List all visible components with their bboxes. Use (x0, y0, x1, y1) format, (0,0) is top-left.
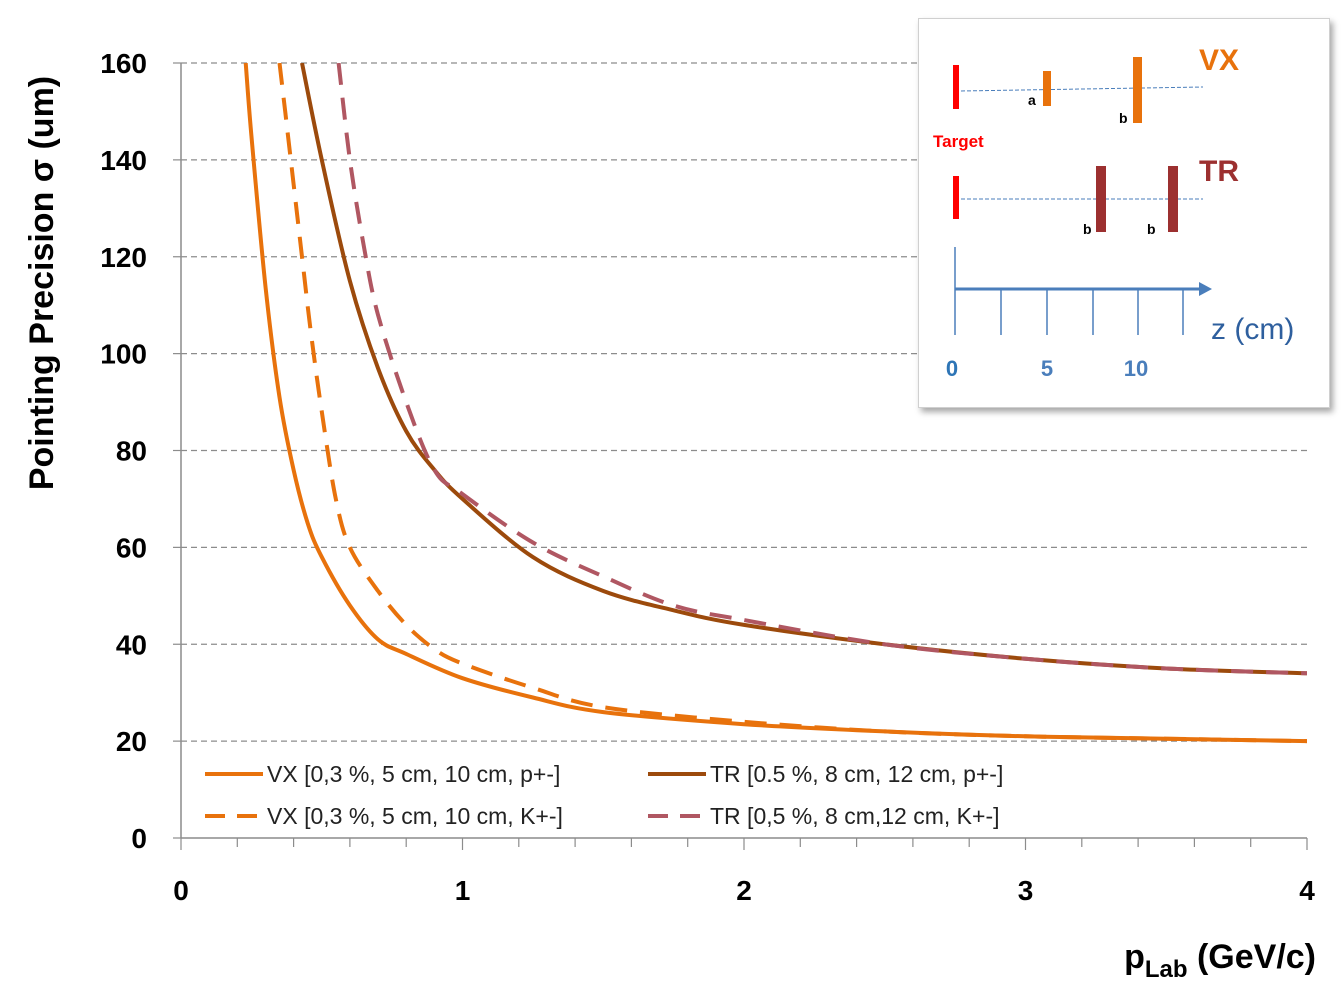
y-tick-label: 0 (131, 823, 147, 854)
x-axis-title-unit: (GeV/c) (1188, 938, 1316, 976)
y-tick-label: 20 (116, 726, 147, 757)
vx-target-bar (953, 65, 959, 109)
x-axis-title-sub: Lab (1145, 956, 1188, 983)
x-tick-label: 0 (173, 875, 189, 906)
legend-label: VX [0,3 %, 5 cm, 10 cm, K+-] (267, 803, 563, 829)
series-line-4 (336, 63, 1307, 676)
y-tick-label: 120 (100, 242, 147, 273)
y-tick-label: 80 (116, 436, 147, 467)
vx-layer-a-label: a (1028, 92, 1036, 108)
legend-label: VX [0,3 %, 5 cm, 10 cm, p+-] (267, 761, 560, 787)
grid-lines (181, 62, 1307, 742)
z-tick-label-5: 5 (1041, 356, 1053, 381)
series-line-3 (277, 63, 1307, 744)
vx-layer-b-label: b (1119, 110, 1128, 126)
y-axis-title: Pointing Precision σ (um) (23, 76, 61, 490)
tr-layer-1-label: b (1083, 221, 1092, 237)
x-axis-title-main: p (1124, 938, 1145, 976)
x-tick-label: 3 (1018, 875, 1034, 906)
y-tick-label: 100 (100, 339, 147, 370)
y-tick-labels: 0 20 40 60 80 100 120 140 160 (100, 48, 147, 854)
tr-layer-2-label: b (1147, 221, 1156, 237)
vx-label: VX (1199, 44, 1239, 77)
z-axis-label: z (cm) (1211, 313, 1294, 346)
data-series (243, 63, 1307, 744)
legend-label: TR [0.5 %, 8 cm, 12 cm, p+-] (710, 761, 1003, 787)
y-tick-label: 160 (100, 48, 147, 79)
y-tick-label: 140 (100, 145, 147, 176)
x-axis-title: pLab (GeV/c) (1124, 938, 1316, 983)
tr-target-bar (953, 176, 959, 219)
tr-layer-1 (1096, 166, 1106, 232)
legend: VX [0,3 %, 5 cm, 10 cm, p+-] TR [0.5 %, 8… (205, 761, 1003, 829)
vx-beamline (960, 86, 1204, 92)
y-tick-label: 60 (116, 532, 147, 563)
x-tick-labels: 0 1 2 3 4 (173, 875, 1315, 906)
z-tick-label-10: 10 (1124, 356, 1148, 381)
z-tick-label-0: 0 (946, 356, 958, 381)
tr-layer-2 (1168, 166, 1178, 232)
x-tick-label: 1 (455, 875, 471, 906)
target-label: Target (933, 132, 984, 151)
x-tick-label: 4 (1299, 875, 1315, 906)
detector-layout-inset: a b VX Target b b TR 0 5 10 z (cm) (918, 18, 1330, 408)
z-axis-arrow (1199, 282, 1212, 296)
tr-label: TR (1199, 155, 1239, 188)
legend-label: TR [0,5 %, 8 cm,12 cm, K+-] (710, 803, 1000, 829)
vx-layer-a (1043, 71, 1051, 106)
x-tick-label: 2 (736, 875, 752, 906)
y-tick-label: 40 (116, 629, 147, 660)
vx-layer-b (1133, 57, 1142, 123)
axes (173, 62, 1308, 850)
